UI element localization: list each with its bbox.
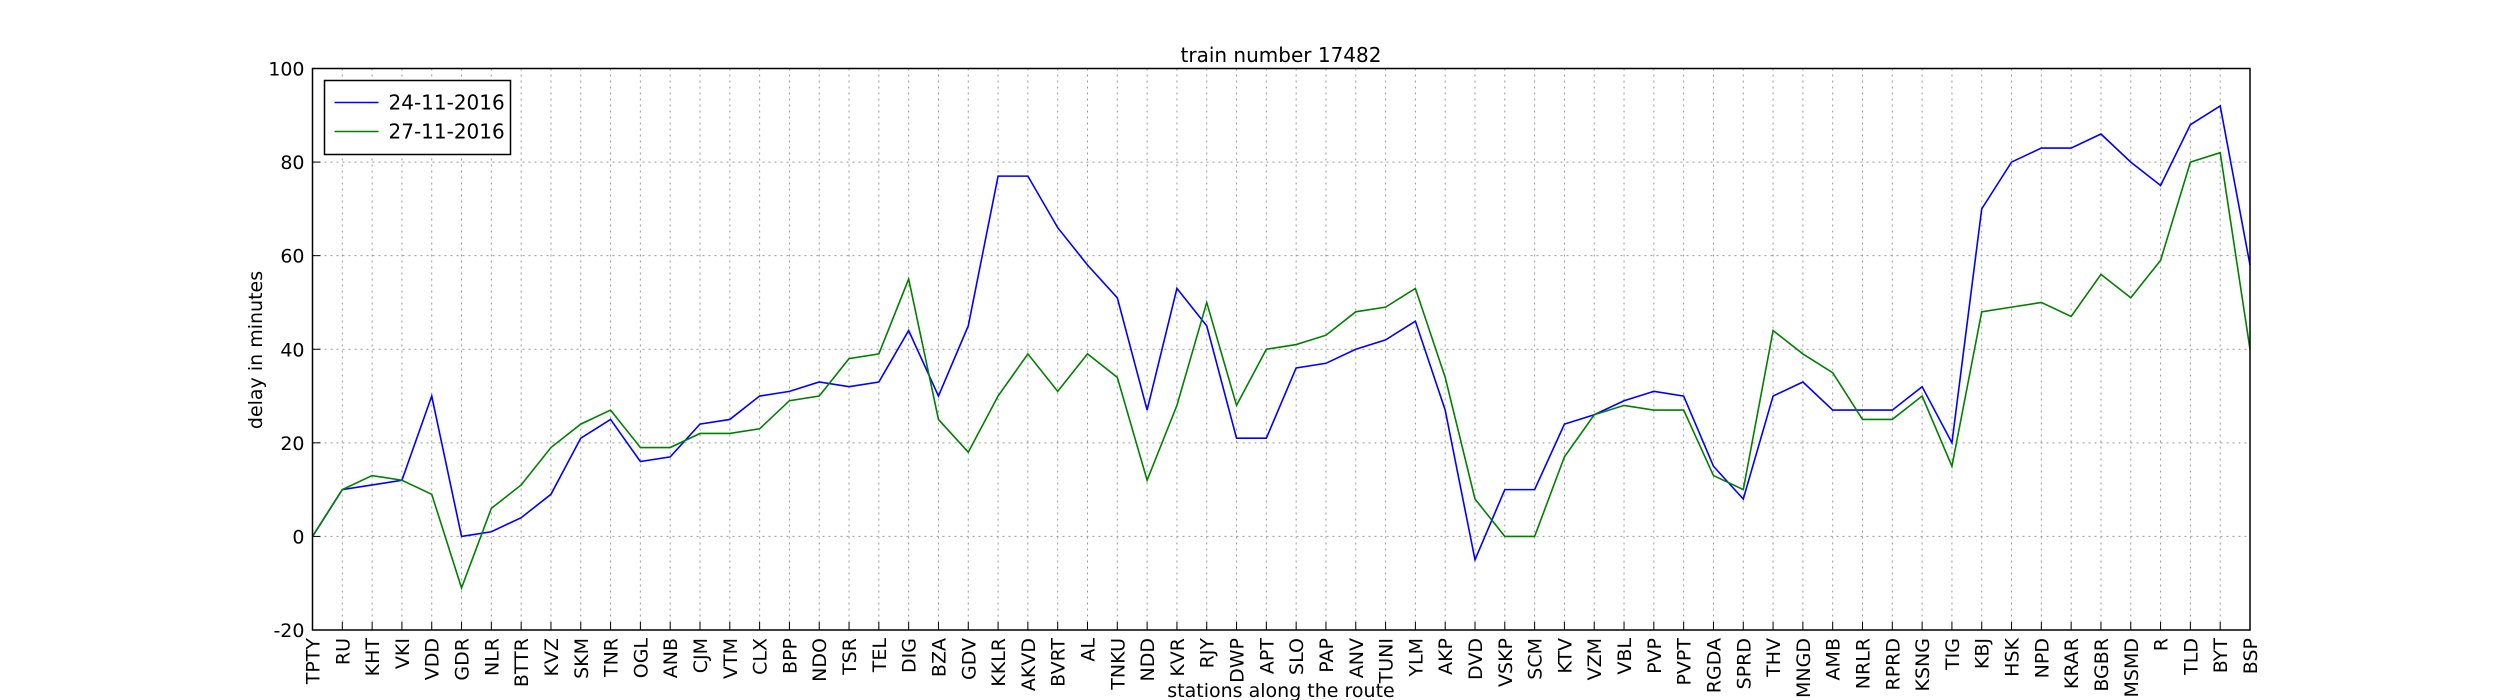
x-tick-label: DVD bbox=[1465, 638, 1487, 680]
x-tick-label: NLR bbox=[481, 638, 503, 676]
x-tick-label: VZM bbox=[1584, 638, 1606, 680]
y-tick-label: 100 bbox=[268, 59, 304, 81]
x-tick-label: DIG bbox=[899, 638, 921, 673]
x-tick-label: KSNG bbox=[1912, 638, 1934, 691]
x-tick-label: NDO bbox=[809, 638, 831, 682]
x-tick-label: MSMD bbox=[2121, 638, 2143, 697]
x-tick-label: VBL bbox=[1614, 638, 1636, 675]
x-tick-label: THV bbox=[1763, 638, 1785, 678]
x-tick-label: NRLR bbox=[1853, 638, 1875, 689]
x-tick-label: BPP bbox=[779, 638, 801, 674]
x-tick-label: SCM bbox=[1525, 638, 1547, 680]
x-tick-label: SKM bbox=[571, 638, 593, 679]
x-tick-label: BSP bbox=[2240, 638, 2262, 674]
x-tick-label: TPTY bbox=[303, 638, 325, 686]
legend-box bbox=[323, 79, 512, 156]
x-tick-label: TLD bbox=[2180, 638, 2202, 676]
x-tick-label: BYT bbox=[2210, 638, 2232, 674]
x-tick-label: TUNI bbox=[1376, 638, 1398, 684]
x-tick-label: MNGD bbox=[1793, 638, 1815, 698]
x-tick-label: VSKP bbox=[1495, 638, 1517, 687]
x-tick-label: KKLR bbox=[988, 638, 1010, 687]
x-tick-label: VKI bbox=[392, 638, 414, 669]
x-tick-label: TNR bbox=[601, 638, 623, 678]
y-tick-label: 80 bbox=[280, 152, 304, 174]
x-tick-label: TSR bbox=[839, 638, 861, 676]
x-tick-label: OGL bbox=[630, 638, 652, 679]
x-tick-label: KHT bbox=[362, 638, 384, 677]
x-tick-label: PAP bbox=[1316, 638, 1338, 673]
x-tick-label: BTTR bbox=[511, 638, 533, 687]
x-tick-label: PVPT bbox=[1674, 638, 1696, 686]
x-tick-label: BZA bbox=[928, 638, 950, 677]
x-tick-label: AKVD bbox=[1018, 638, 1040, 691]
y-tick-label: 0 bbox=[292, 526, 304, 548]
legend-label: 24-11-2016 bbox=[389, 91, 505, 115]
y-tick-label: 20 bbox=[280, 433, 304, 455]
x-tick-label: KBJ bbox=[1972, 638, 1994, 669]
plot-frame bbox=[311, 67, 2251, 631]
x-tick-label: AL bbox=[1078, 638, 1100, 662]
x-tick-label: YLM bbox=[1405, 638, 1427, 678]
x-tick-label: VDD bbox=[422, 638, 444, 680]
x-tick-label: AKP bbox=[1435, 638, 1457, 675]
x-axis-label: stations along the route bbox=[1167, 680, 1394, 700]
x-tick-label: RPRD bbox=[1882, 638, 1904, 691]
y-tick-label: 40 bbox=[280, 339, 304, 361]
y-tick-label: 60 bbox=[280, 246, 304, 268]
x-tick-label: GDV bbox=[958, 638, 980, 680]
x-tick-label: VTM bbox=[720, 638, 742, 679]
x-tick-label: TNKU bbox=[1107, 638, 1129, 691]
x-tick-label: APT bbox=[1256, 638, 1278, 674]
y-axis-label: delay in minutes bbox=[245, 271, 267, 429]
x-tick-label: R bbox=[2151, 638, 2173, 651]
x-tick-label: BVRT bbox=[1048, 638, 1070, 687]
chart-title: train number 17482 bbox=[1181, 43, 1382, 67]
x-tick-label: ANV bbox=[1346, 638, 1368, 678]
x-tick-label: KVR bbox=[1167, 638, 1189, 677]
series-line bbox=[311, 151, 2251, 591]
x-tick-label: PVP bbox=[1644, 638, 1666, 674]
x-tick-label: RGDA bbox=[1703, 638, 1725, 693]
x-tick-label: KRAR bbox=[2061, 638, 2083, 689]
x-tick-label: RU bbox=[332, 638, 354, 665]
x-tick-label: NPD bbox=[2031, 638, 2053, 678]
x-tick-label: AMB bbox=[1823, 638, 1845, 680]
y-tick-label: -20 bbox=[273, 620, 304, 642]
x-tick-label: SPRD bbox=[1733, 638, 1755, 689]
x-tick-label: NDD bbox=[1137, 638, 1159, 681]
x-tick-label: CLX bbox=[750, 638, 772, 675]
x-tick-label: TEL bbox=[869, 638, 891, 674]
x-tick-label: SLO bbox=[1286, 638, 1308, 675]
x-tick-label: KTV bbox=[1554, 638, 1576, 674]
x-tick-label: CJM bbox=[690, 638, 712, 673]
x-tick-label: HSK bbox=[2002, 637, 2024, 676]
x-tick-label: BGBR bbox=[2091, 638, 2113, 692]
x-tick-label: TIG bbox=[1942, 638, 1964, 671]
x-tick-label: DWP bbox=[1227, 638, 1249, 683]
x-tick-label: GDR bbox=[452, 638, 474, 681]
legend-label: 27-11-2016 bbox=[389, 120, 505, 144]
x-tick-label: ANB bbox=[660, 638, 682, 678]
series-line bbox=[311, 104, 2251, 563]
x-tick-label: KVZ bbox=[541, 638, 563, 676]
x-tick-label: RJY bbox=[1197, 638, 1219, 669]
